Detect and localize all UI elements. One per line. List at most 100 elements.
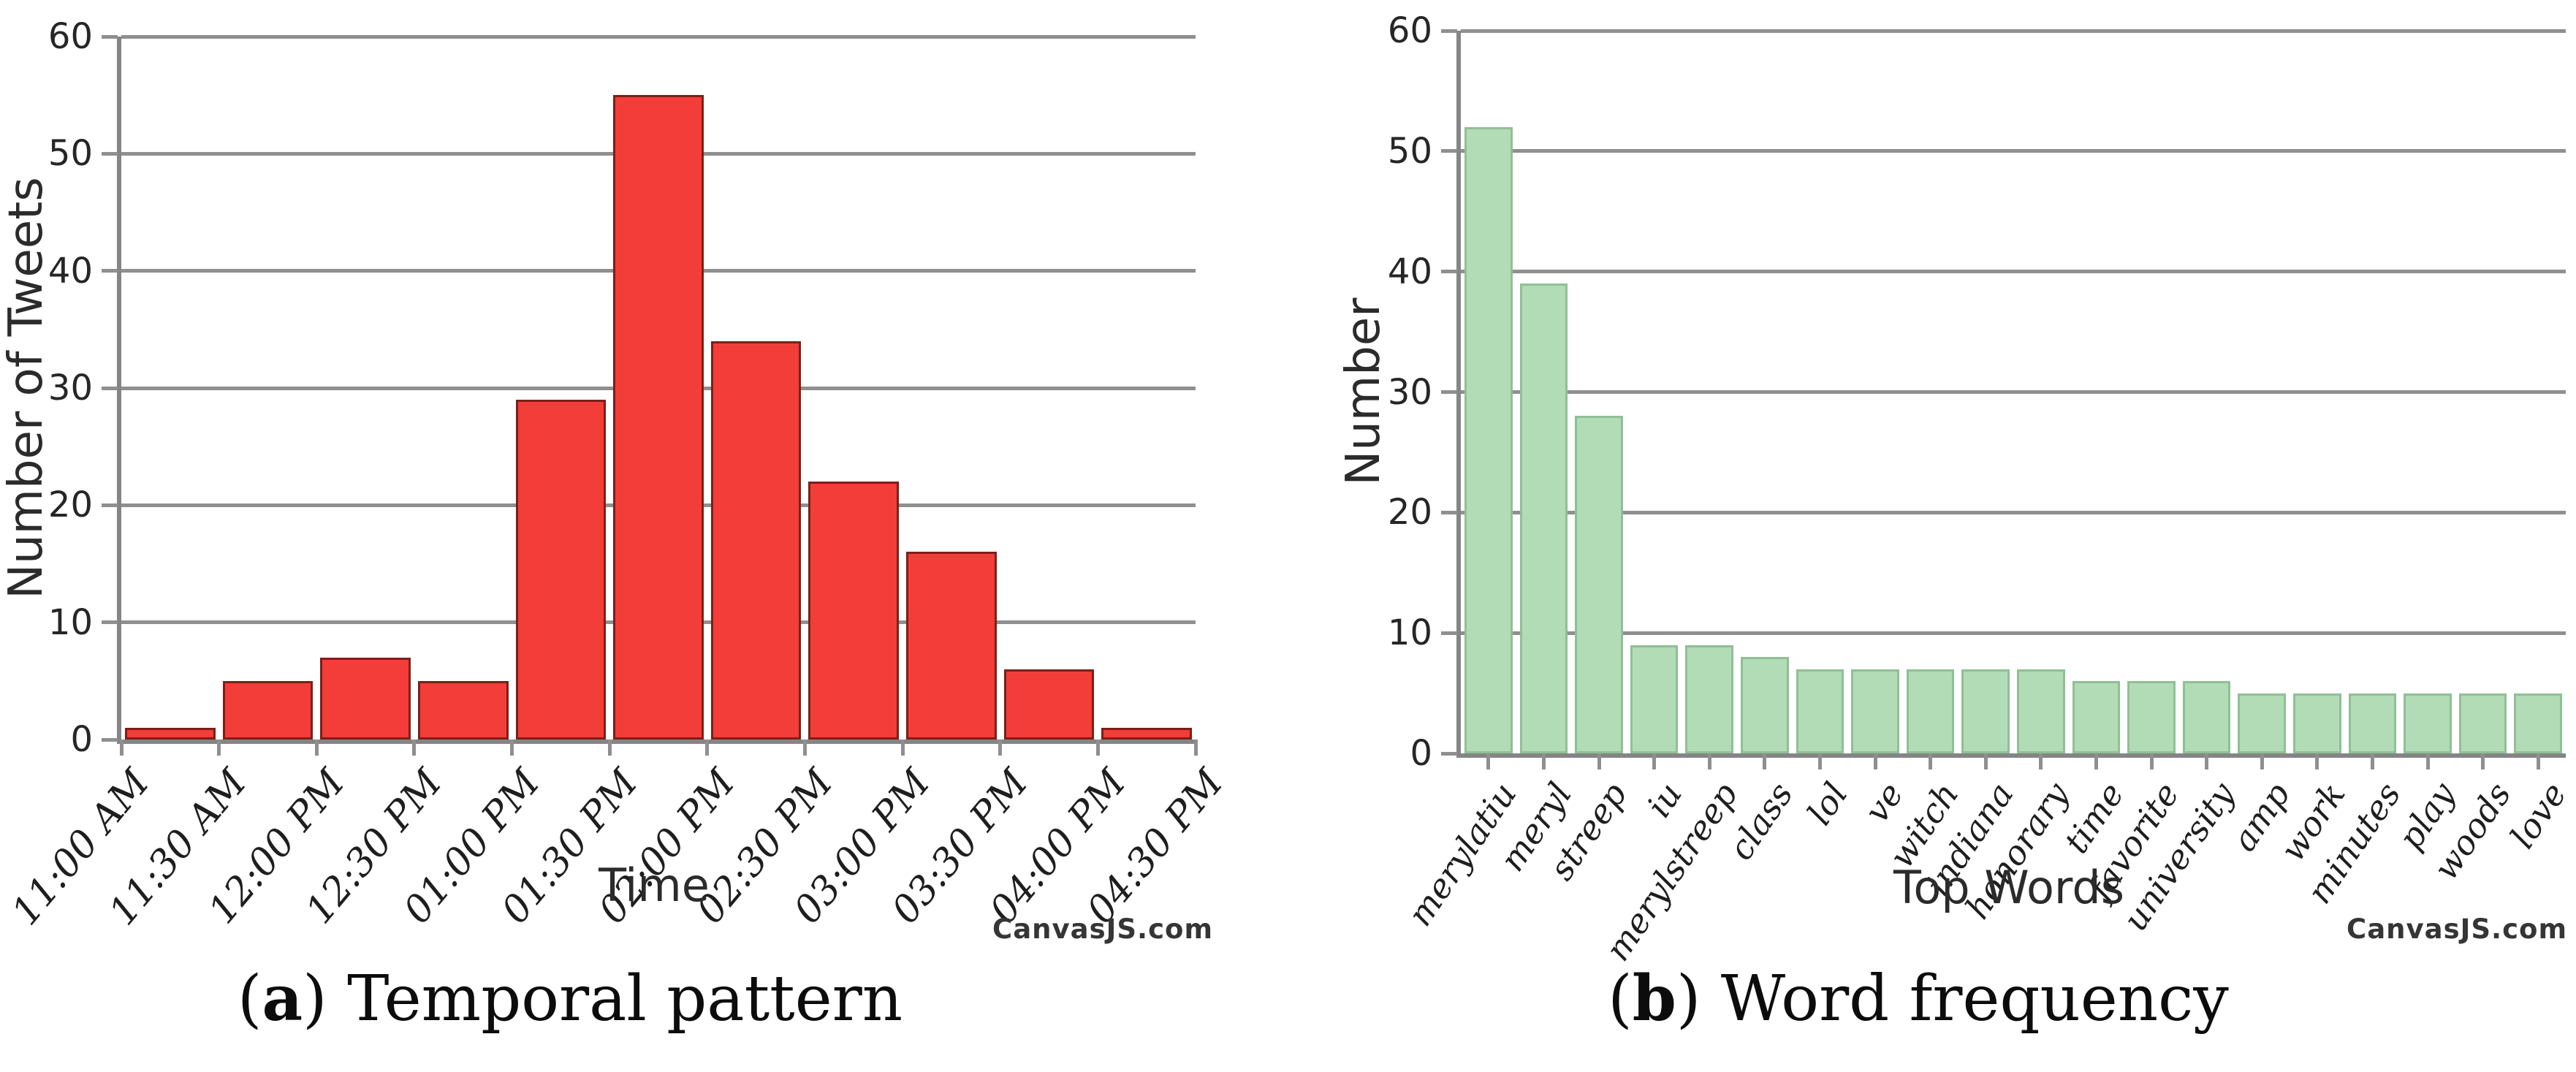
caption-paren: ) (1676, 962, 1701, 1035)
y-tick-mark (1441, 390, 1457, 394)
y-tick-label: 30 (48, 368, 93, 408)
y-tick: 60 (48, 19, 118, 54)
x-tick-mark (998, 740, 1003, 756)
bar (1101, 727, 1192, 740)
x-tick-mark (1095, 740, 1100, 756)
x-tick-mark (802, 740, 807, 756)
bar (222, 680, 314, 740)
canvasjs-watermark[interactable]: CanvasJS.com (2347, 913, 2567, 945)
x-tick-mark (119, 740, 124, 756)
gridline (1461, 149, 2566, 153)
bar (515, 400, 607, 740)
y-tick-mark (1441, 751, 1457, 756)
x-tick-mark (2149, 753, 2154, 769)
x-tick-mark (2536, 753, 2540, 769)
y-tick: 60 (1388, 13, 1457, 48)
gridline (1461, 390, 2566, 394)
y-tick-mark (102, 151, 118, 156)
x-tick-mark (412, 740, 417, 756)
x-tick-mark (1597, 753, 1601, 769)
y-tick-label: 20 (48, 484, 93, 526)
bar (2404, 693, 2452, 753)
x-tick-mark (2481, 753, 2485, 769)
bar (1906, 669, 1955, 753)
bar (2017, 669, 2065, 753)
bar (2072, 681, 2121, 753)
x-tick-mark (705, 740, 710, 756)
y-tick: 0 (1410, 736, 1457, 771)
x-tick-mark (2260, 753, 2264, 769)
caption-text: Word frequency (1720, 962, 2229, 1035)
x-tick-mark (1193, 740, 1198, 756)
canvasjs-watermark[interactable]: CanvasJS.com (992, 913, 1213, 945)
y-tick-mark (102, 503, 118, 507)
gridline (1461, 270, 2566, 274)
x-tick-mark (314, 740, 319, 756)
bar (1741, 657, 1789, 753)
y-tick-mark (1441, 510, 1457, 514)
bar (2458, 693, 2507, 753)
bar (1685, 645, 1733, 753)
y-tick-label: 30 (1387, 371, 1432, 413)
plot-area: 0 10 20 30 40 50 60 11:00 AM 11:30 AM 12:00 PM 12:… (4, 19, 1232, 934)
x-tick-label: lol (1799, 775, 1856, 832)
y-tick-label: 60 (48, 16, 93, 57)
y-tick-label: 50 (1387, 130, 1432, 172)
y-tick-mark (102, 269, 118, 273)
x-tick-mark (2039, 753, 2043, 769)
y-tick-label: 60 (1387, 10, 1432, 51)
bar (906, 552, 997, 740)
x-tick-mark (1983, 753, 1988, 769)
bar (1851, 669, 1899, 753)
y-tick-label: 0 (1410, 733, 1432, 774)
x-tick-mark (1929, 753, 1933, 769)
x-tick-label: iu (1638, 775, 1690, 824)
bar (1003, 669, 1095, 740)
gridline (1461, 28, 2566, 33)
bar (2348, 693, 2397, 753)
y-tick-mark (1441, 28, 1457, 33)
x-tick-mark (217, 740, 221, 756)
bar (1796, 669, 1844, 753)
bar (808, 482, 900, 740)
y-tick-mark (102, 737, 118, 742)
y-tick: 40 (1388, 254, 1457, 289)
x-tick-mark (2094, 753, 2098, 769)
bar (1575, 416, 1623, 753)
caption-paren: ( (237, 962, 262, 1035)
y-tick-mark (102, 386, 118, 390)
bar (2127, 681, 2176, 753)
y-tick: 30 (48, 370, 118, 406)
bar (320, 657, 411, 740)
y-tick-mark (1441, 631, 1457, 635)
x-axis-title: Time (599, 859, 710, 912)
x-tick-label: love (2501, 775, 2574, 856)
x-tick-mark (1541, 753, 1546, 769)
caption-a: (a) Temporal pattern (0, 962, 1140, 1035)
x-tick-mark (607, 740, 612, 756)
x-tick-mark (510, 740, 514, 756)
x-tick-mark (1817, 753, 1822, 769)
y-tick: 40 (48, 254, 118, 289)
y-tick-mark (1441, 149, 1457, 153)
chart-a-panel: Number of Tweets 0 10 20 30 40 50 60 11:00 AM 11… (0, 0, 1242, 1072)
x-tick-mark (1873, 753, 1877, 769)
y-tick: 10 (48, 605, 118, 640)
caption-letter: b (1632, 962, 1676, 1035)
bar (2238, 693, 2286, 753)
x-tick-mark (1707, 753, 1711, 769)
y-tick-mark (1441, 270, 1457, 274)
x-tick-mark (2370, 753, 2374, 769)
y-tick: 0 (70, 722, 118, 757)
y-tick-mark (102, 34, 118, 39)
y-tick-label: 40 (1387, 251, 1432, 292)
y-tick: 20 (48, 487, 118, 522)
caption-paren: ( (1608, 962, 1633, 1035)
x-tick-mark (1486, 753, 1491, 769)
gridline (121, 34, 1196, 39)
bar (1961, 669, 2010, 753)
x-tick-mark (1652, 753, 1657, 769)
y-tick-label: 10 (1387, 612, 1432, 654)
x-tick-mark (2205, 753, 2209, 769)
